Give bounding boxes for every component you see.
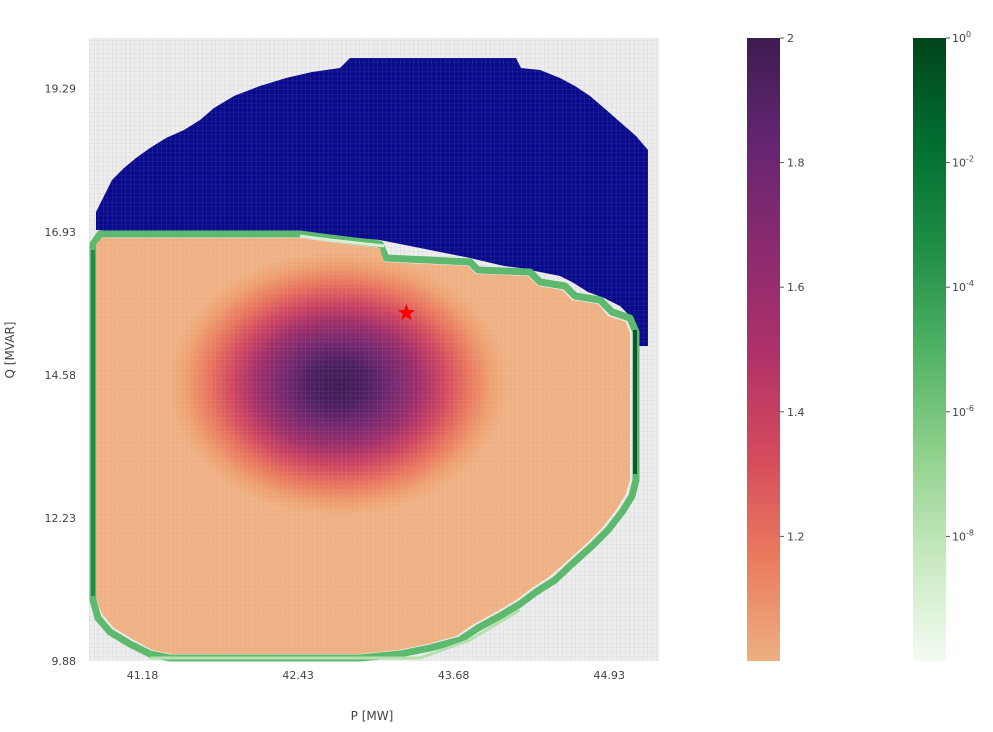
y-axis-ticks: 19.29 16.93 14.58 12.23 9.88 — [45, 82, 77, 668]
x-tick-label: 41.18 — [127, 669, 159, 682]
colorbar-linear-gradient — [747, 38, 780, 661]
x-axis-label: P [MW] — [351, 709, 394, 723]
colorbar-log-tick-label: 10-8 — [952, 528, 974, 543]
y-axis-label: Q [MVAR] — [3, 322, 17, 379]
colorbar-log-gradient — [913, 38, 946, 661]
colorbar-linear-tick-label: 1.8 — [787, 157, 805, 170]
x-tick-label: 42.43 — [282, 669, 314, 682]
boundary-band-light-bottom — [150, 608, 521, 660]
x-axis-ticks: 41.18 42.43 43.68 44.93 — [127, 669, 625, 682]
y-tick-label: 19.29 — [45, 82, 77, 95]
y-tick-label: 14.58 — [45, 369, 77, 382]
feasible-region-cells — [96, 238, 630, 654]
colorbar-linear-tick-label: 1.6 — [787, 281, 805, 294]
y-tick-label: 9.88 — [52, 655, 77, 668]
operating-point-marker — [397, 304, 415, 321]
colorbar-linear: 2 1.8 1.6 1.4 1.2 — [747, 32, 805, 661]
colorbar-linear-tick-label: 1.2 — [787, 530, 805, 543]
colorbar-linear-tick-label: 1.4 — [787, 406, 805, 419]
colorbar-log-tick-label: 10-4 — [952, 279, 974, 294]
y-tick-label: 16.93 — [45, 226, 77, 239]
infeasible-region-cells — [96, 58, 648, 346]
boundary-band-light-top — [299, 234, 385, 248]
x-tick-label: 44.93 — [593, 669, 625, 682]
colorbar-log-tick-label: 100 — [952, 30, 971, 45]
star-marker — [397, 304, 415, 321]
colorbar-log: 100 10-2 10-4 10-6 10-8 — [913, 30, 974, 661]
colorbar-log-ticks: 100 10-2 10-4 10-6 10-8 — [946, 30, 974, 543]
colorbar-log-tick-label: 10-2 — [952, 155, 974, 170]
y-tick-label: 12.23 — [45, 512, 77, 525]
colorbar-linear-ticks: 2 1.8 1.6 1.4 1.2 — [780, 32, 805, 543]
heatmap-plot — [89, 38, 659, 662]
x-tick-label: 43.68 — [438, 669, 470, 682]
colorbar-log-tick-label: 10-6 — [952, 404, 974, 419]
colorbar-linear-tick-label: 2 — [787, 32, 794, 45]
